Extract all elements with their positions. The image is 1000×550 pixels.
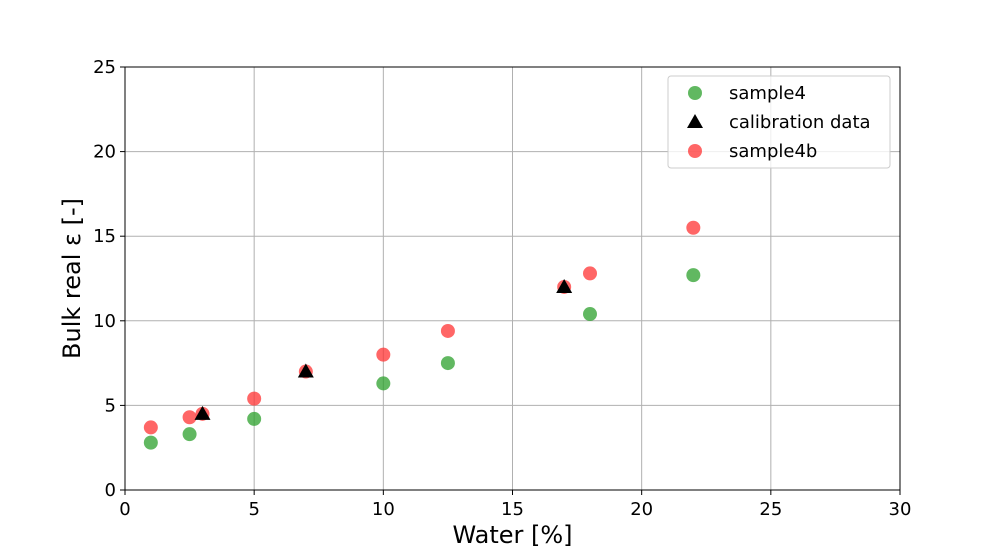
data-point-calibration-data [297, 363, 314, 378]
legend-box [667, 75, 891, 169]
data-point-sample4b [376, 347, 391, 362]
data-point-sample4 [686, 268, 701, 283]
data-point-sample4 [376, 376, 391, 391]
y-tick-label: 25 [93, 57, 116, 78]
data-point-sample4b [583, 266, 597, 281]
legend-marker-calibration-data [687, 114, 703, 128]
y-axis-title: Bulk real ε [-] [58, 198, 86, 359]
legend-label-sample4b: sample4b [729, 141, 817, 162]
x-tick-label: 30 [889, 499, 912, 520]
y-tick-label: 15 [93, 226, 116, 247]
data-point-sample4 [583, 307, 597, 322]
y-tick-label: 20 [93, 142, 116, 163]
legend-marker-sample4b [688, 144, 702, 158]
data-point-sample4b [686, 220, 701, 235]
legend-marker-sample4 [688, 86, 702, 100]
x-tick-label: 20 [630, 499, 653, 520]
data-point-sample4b [440, 323, 455, 338]
data-point-sample4 [182, 427, 197, 442]
data-point-sample4 [440, 356, 455, 371]
data-point-sample4b [247, 391, 262, 406]
y-tick-label: 5 [105, 395, 116, 416]
legend-label-calibration-data: calibration data [729, 112, 871, 133]
legend: sample4 calibration data sample4b [667, 75, 891, 169]
data-point-calibration-data [194, 405, 211, 420]
data-points [143, 220, 701, 450]
x-tick-label: 10 [372, 499, 395, 520]
axis-ticks: 0 5 10 15 20 25 30 0 5 10 15 20 25 [93, 57, 911, 520]
y-tick-label: 0 [105, 480, 116, 501]
data-point-calibration-data [556, 278, 573, 293]
x-tick-label: 5 [248, 499, 259, 520]
y-tick-label: 10 [93, 311, 116, 332]
x-axis-title: Water [%] [452, 521, 572, 549]
data-point-sample4 [143, 435, 158, 450]
x-tick-label: 25 [759, 499, 782, 520]
legend-label-sample4: sample4 [729, 83, 806, 104]
data-point-sample4b [143, 420, 158, 435]
data-point-sample4 [247, 411, 262, 426]
x-tick-label: 0 [119, 499, 130, 520]
x-tick-label: 15 [501, 499, 524, 520]
data-point-sample4b [182, 410, 197, 425]
plot-area-frame [124, 66, 901, 491]
